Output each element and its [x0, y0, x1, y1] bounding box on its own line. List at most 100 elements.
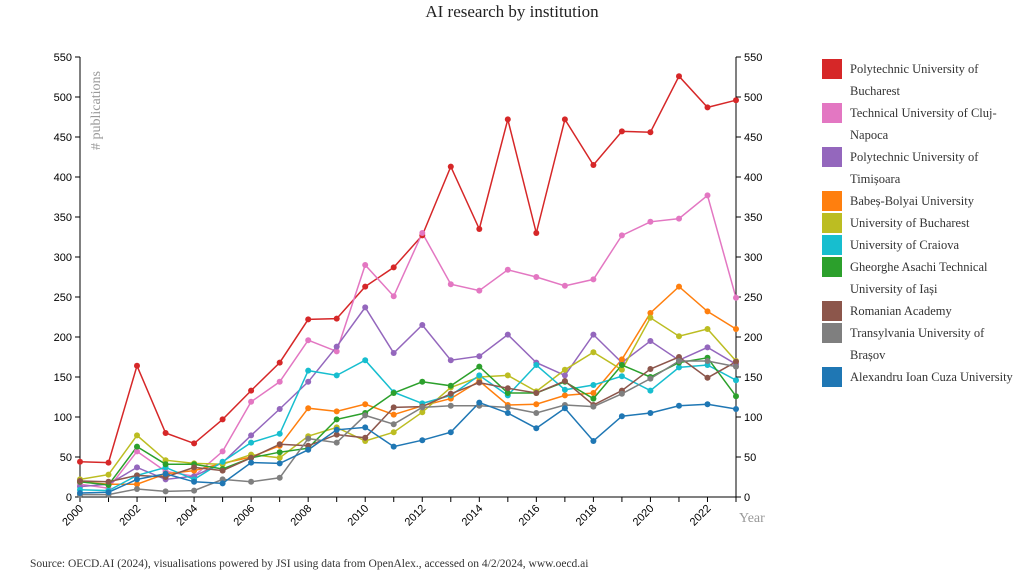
data-point-6-2 [134, 443, 140, 450]
y-tick-label-right: 550 [744, 52, 762, 64]
data-point-2-10 [362, 304, 369, 311]
legend-label: Polytechnic University of Bucharest [850, 62, 979, 98]
data-point-5-7 [276, 430, 283, 437]
data-point-2-22 [704, 344, 711, 351]
data-point-3-9 [333, 408, 340, 415]
series-line-0 [79, 74, 737, 464]
legend-item-9[interactable]: Alexandru Ioan Cuza University [822, 366, 1022, 388]
data-point-1-18 [590, 276, 597, 283]
data-point-5-21 [676, 364, 682, 371]
legend-label: University of Craiova [850, 238, 960, 252]
y-tick-label-right: 350 [744, 212, 762, 224]
data-point-2-7 [276, 406, 283, 412]
data-point-3-16 [533, 401, 540, 408]
series-lines [79, 74, 737, 496]
data-point-1-8 [305, 337, 312, 344]
data-point-9-17 [561, 405, 568, 412]
series-line-6 [79, 356, 737, 486]
data-point-8-8 [305, 435, 312, 442]
y-tick-label-right: 50 [744, 452, 756, 464]
data-point-3-17 [561, 392, 568, 399]
x-tick-label: 2020 [631, 503, 657, 529]
legend-swatch [822, 323, 842, 343]
legend-item-1[interactable]: Technical University of Cluj-Napoca [822, 102, 1022, 146]
data-point-5-5 [219, 458, 226, 465]
legend-label: Gheorghe Asachi Technical University of … [850, 260, 988, 296]
data-point-3-22 [704, 308, 711, 315]
legend-swatch [822, 147, 842, 167]
legend-item-8[interactable]: Transylvania University of Brașov [822, 322, 1022, 366]
source-note: Source: OECD.AI (2024), visualisations p… [30, 558, 589, 570]
data-point-9-20 [647, 410, 654, 416]
series-line-4 [79, 316, 737, 481]
legend-item-7[interactable]: Romanian Academy [822, 300, 1022, 322]
x-tick-label: 2022 [688, 503, 714, 529]
data-point-8-4 [191, 487, 198, 494]
x-axis-label: Year [739, 511, 765, 526]
data-point-5-16 [533, 362, 540, 368]
x-tick-label: 2006 [231, 503, 257, 529]
data-point-9-9 [333, 426, 340, 433]
series-line-3 [79, 285, 737, 485]
y-tick-label-right: 300 [744, 252, 762, 264]
data-point-9-2 [134, 476, 140, 483]
data-point-6-19 [618, 362, 625, 368]
data-point-8-3 [162, 488, 169, 495]
data-point-9-3 [162, 470, 169, 477]
data-point-0-17 [561, 116, 568, 123]
y-tick-label-left: 150 [54, 372, 72, 384]
data-point-7-16 [533, 390, 540, 396]
legend-item-5[interactable]: University of Craiova [822, 234, 1022, 256]
y-tick-label-right: 150 [744, 372, 762, 384]
y-tick-label-right: 500 [744, 92, 762, 104]
data-point-8-10 [362, 412, 369, 419]
y-axis-label: # publications [89, 71, 104, 150]
series-line-1 [79, 194, 737, 490]
data-point-7-14 [476, 379, 483, 386]
data-point-9-10 [362, 424, 369, 431]
data-point-9-19 [618, 413, 625, 420]
data-point-9-8 [305, 446, 312, 453]
data-point-9-5 [219, 480, 226, 487]
legend-label: Alexandru Ioan Cuza University [850, 370, 1013, 384]
data-point-1-19 [618, 232, 625, 239]
x-tick-label: 2008 [288, 503, 314, 529]
data-point-3-19 [618, 356, 625, 363]
data-point-1-2 [134, 448, 140, 455]
legend: Polytechnic University of Bucharest Techn… [822, 58, 1022, 388]
data-point-4-18 [590, 349, 597, 356]
data-point-3-18 [590, 390, 597, 396]
legend-item-3[interactable]: Babeș-Bolyai University [822, 190, 1022, 212]
data-point-5-18 [590, 382, 597, 388]
legend-item-4[interactable]: University of Bucharest [822, 212, 1022, 234]
legend-swatch [822, 367, 842, 387]
data-point-7-23 [733, 358, 739, 365]
data-point-8-12 [419, 404, 426, 411]
data-point-1-5 [219, 448, 226, 455]
data-point-9-21 [676, 402, 682, 409]
data-point-6-23 [733, 393, 739, 400]
y-tick-label-left: 200 [54, 332, 72, 344]
data-point-9-7 [276, 460, 283, 467]
legend-item-2[interactable]: Polytechnic University of Timișoara [822, 146, 1022, 190]
data-point-7-4 [191, 464, 198, 471]
data-point-6-12 [419, 378, 426, 385]
data-point-4-22 [704, 326, 711, 332]
legend-label: Technical University of Cluj-Napoca [850, 106, 997, 142]
data-point-0-5 [219, 416, 226, 423]
data-point-4-7 [276, 454, 283, 461]
data-point-8-16 [533, 410, 540, 416]
x-tick-label: 2012 [403, 503, 429, 529]
data-point-0-21 [676, 73, 682, 80]
data-point-8-9 [333, 439, 340, 446]
legend-swatch [822, 59, 842, 79]
data-point-4-1 [105, 471, 112, 478]
legend-item-6[interactable]: Gheorghe Asachi Technical University of … [822, 256, 1022, 300]
legend-item-0[interactable]: Polytechnic University of Bucharest [822, 58, 1022, 102]
data-point-6-13 [447, 382, 454, 389]
data-point-4-21 [676, 333, 682, 340]
data-point-7-0 [77, 478, 83, 484]
data-point-2-14 [476, 353, 483, 360]
y-tick-label-right: 100 [744, 412, 762, 424]
data-point-0-3 [162, 430, 169, 436]
